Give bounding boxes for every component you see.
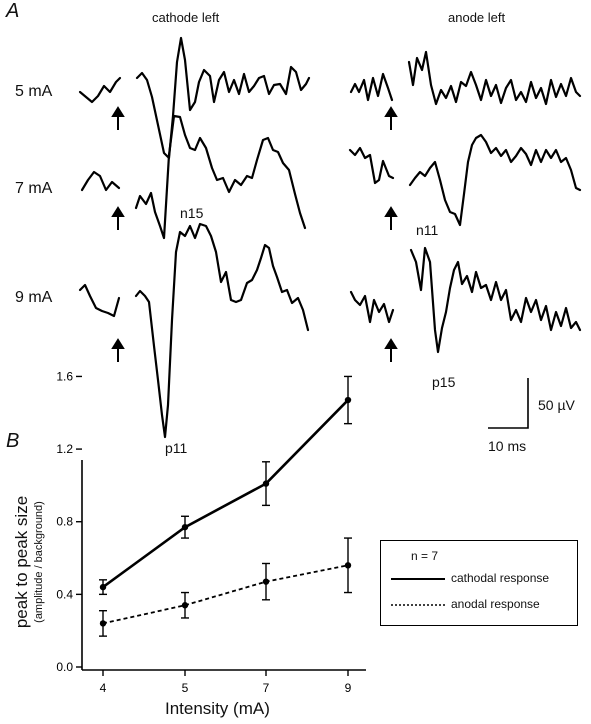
legend: n = 7 cathodal response anodal response	[380, 540, 578, 626]
x-axis-title: Intensity (mA)	[165, 699, 270, 718]
trace-anode-9ma-baseline	[349, 290, 395, 324]
cathodal-data-point	[99, 583, 107, 591]
trace-cathode-9ma-baseline	[78, 283, 121, 318]
trace-anode-5ma-baseline	[349, 72, 394, 102]
scalebar	[488, 378, 529, 429]
panel-a-letter: A	[6, 0, 20, 22]
trace-anode-7ma-response	[408, 133, 582, 227]
peak-label-p11: p11	[165, 440, 188, 456]
x-tick-label: 9	[345, 681, 352, 695]
y-tick-label: 0.8	[56, 515, 73, 529]
row-label-9ma: 9 mA	[15, 289, 53, 306]
x-tick-label: 7	[263, 681, 270, 695]
peak-label-p15: p15	[432, 374, 456, 390]
y-tick-label: 0.0	[56, 660, 73, 674]
trace-cathode-7ma-response	[134, 114, 307, 240]
legend-n-label: n = 7	[411, 549, 439, 563]
row-label-5ma: 5 mA	[15, 83, 53, 100]
trace-cathode-9ma-response	[134, 222, 310, 439]
y-axis-subtitle: (amplitude / background)	[33, 501, 45, 623]
trace-cathode-7ma-baseline	[80, 170, 121, 192]
cathodal-data-point	[181, 523, 189, 531]
anodal-data-point	[181, 602, 189, 609]
panel-b-letter: B	[6, 430, 20, 452]
trace-anode-9ma-response	[409, 246, 582, 354]
cathodal-data-point	[344, 396, 352, 404]
cathodal-data-point	[262, 480, 270, 487]
legend-swatches	[391, 578, 445, 606]
anodal-series-line	[102, 564, 349, 625]
trace-cathode-5ma-baseline	[78, 76, 122, 104]
anodal-data-point	[99, 620, 107, 627]
x-tick-label: 4	[100, 681, 107, 695]
y-tick-label: 0.4	[56, 587, 73, 601]
trace-anode-7ma-baseline	[348, 146, 395, 185]
x-tick-label: 5	[182, 681, 189, 695]
scalebar-voltage-label: 50 µV	[538, 397, 575, 413]
legend-anodal-label: anodal response	[451, 597, 540, 611]
column-title-cathode-left: cathode left	[152, 10, 220, 25]
y-tick-label: 1.6	[56, 369, 73, 383]
peak-label-n11: n11	[416, 222, 439, 238]
row-label-7ma: 7 mA	[15, 180, 53, 197]
cathodal-series-line	[102, 399, 349, 589]
peak-label-n15: n15	[180, 205, 204, 221]
y-tick-label: 1.2	[56, 442, 73, 456]
column-title-anode-left: anode left	[448, 10, 506, 25]
y-axis-title: peak to peak size	[12, 495, 31, 629]
anodal-data-point	[262, 578, 270, 585]
scalebar-time-label: 10 ms	[488, 438, 527, 454]
trace-anode-5ma-response	[407, 50, 582, 106]
legend-cathodal-label: cathodal response	[451, 571, 550, 585]
stimulus-arrows	[111, 106, 398, 362]
anodal-data-point	[344, 562, 352, 569]
